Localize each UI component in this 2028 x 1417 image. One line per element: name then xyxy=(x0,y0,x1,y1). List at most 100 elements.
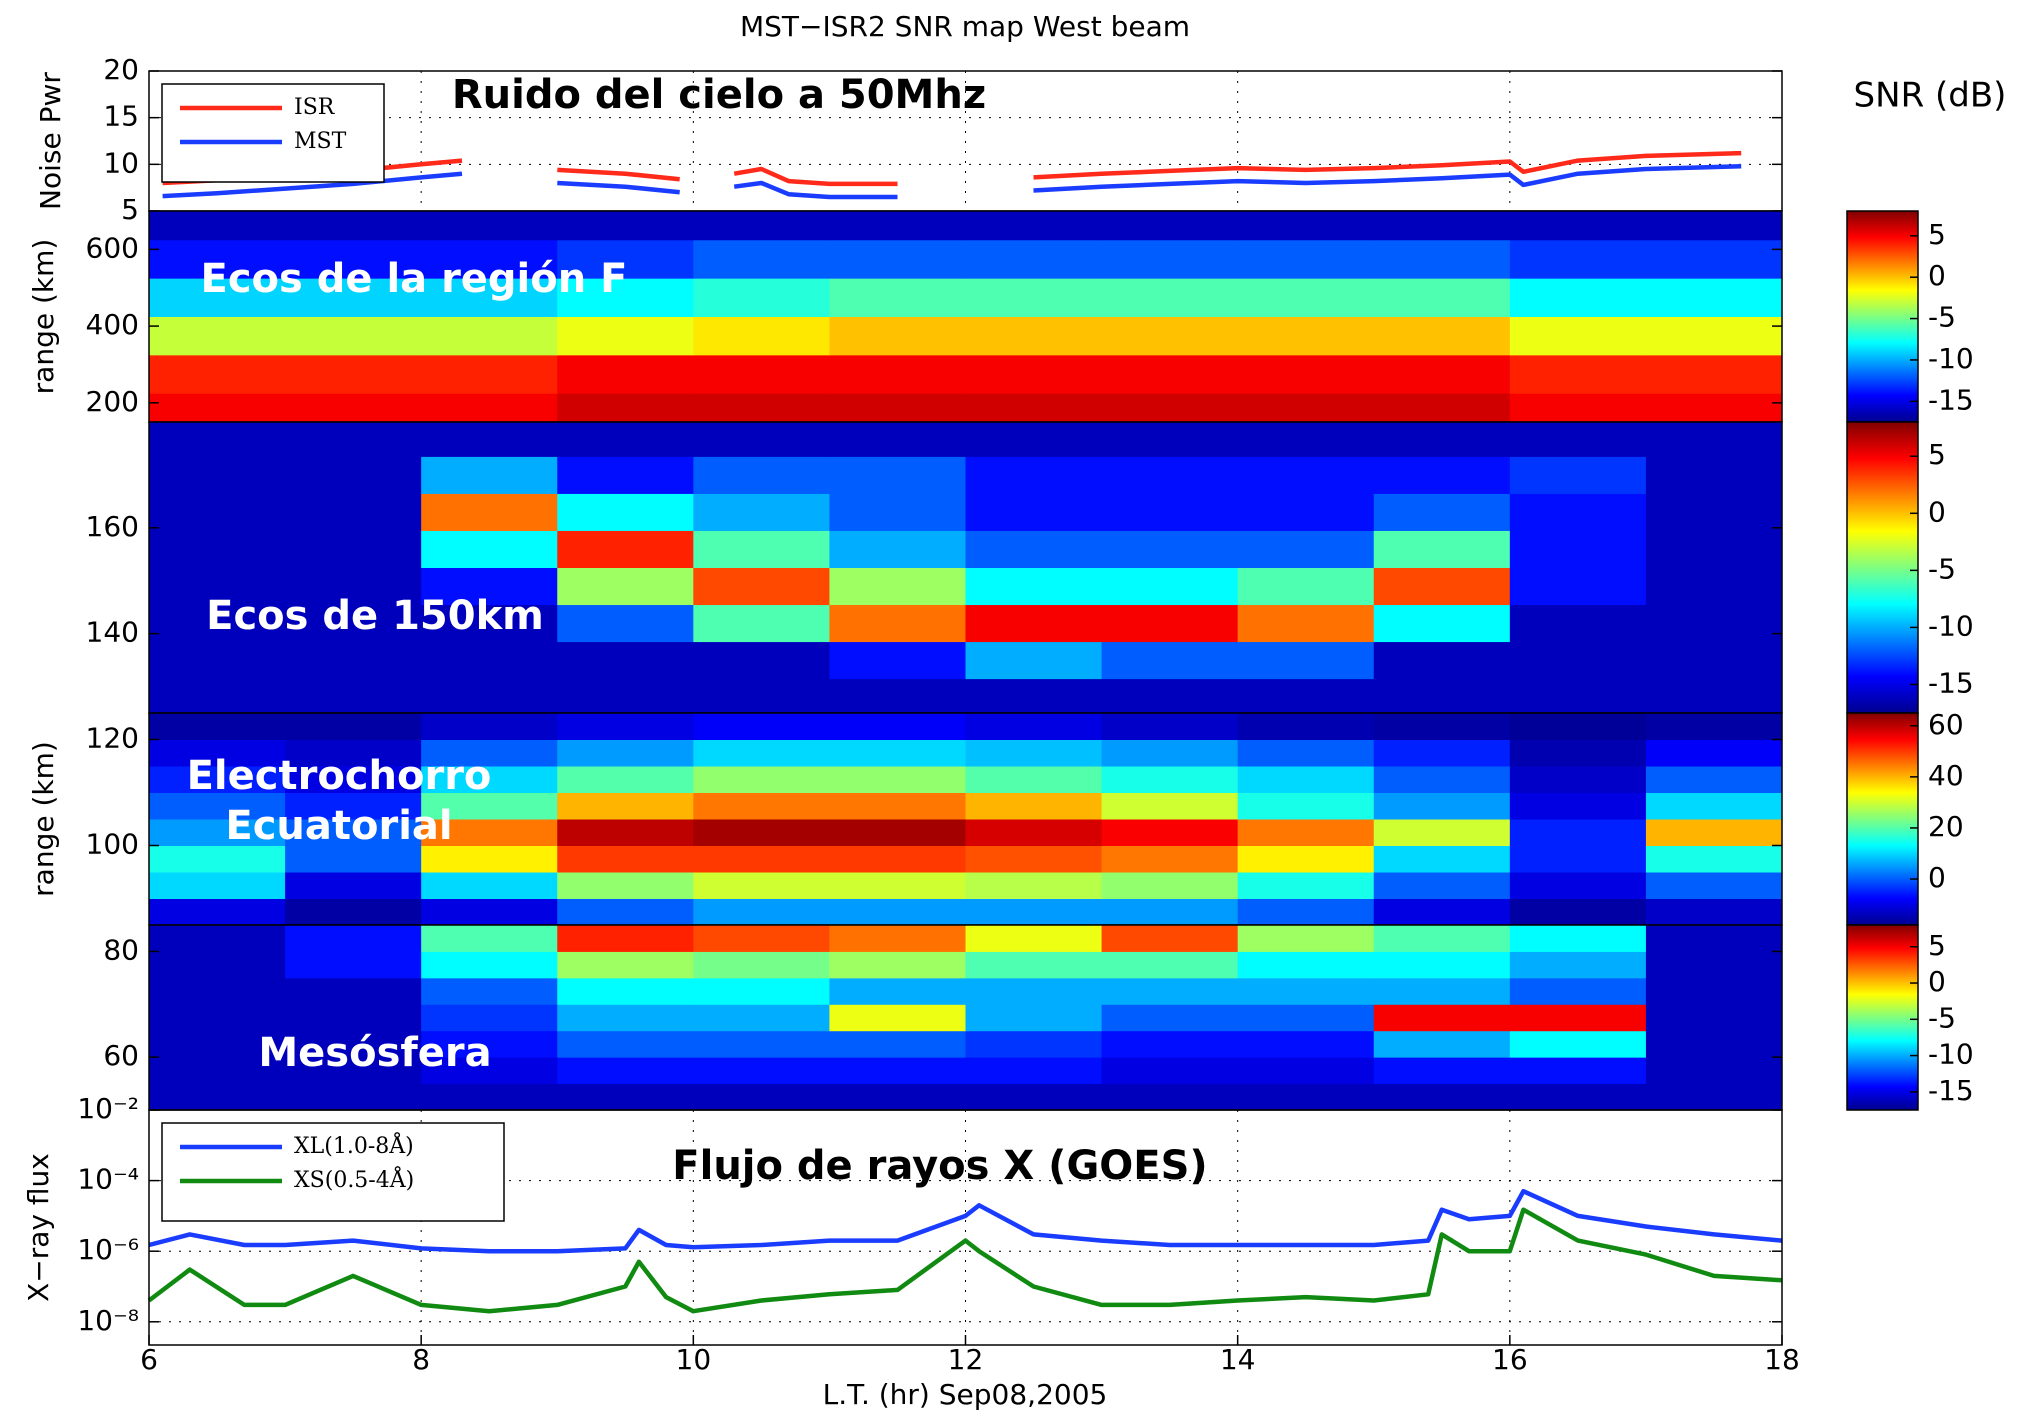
heatmap-cell xyxy=(421,679,558,717)
heatmap-cell xyxy=(1374,278,1511,317)
heatmap-cell xyxy=(1510,951,1647,978)
heatmap-cell xyxy=(1102,679,1239,717)
heatmap-cell xyxy=(1646,819,1783,846)
heatmap-cell xyxy=(1510,1031,1647,1058)
heatmap-cell xyxy=(1102,951,1239,978)
heatmap-cell xyxy=(1374,872,1511,899)
heatmap-cell xyxy=(557,493,694,531)
annotation: Mesósfera xyxy=(258,1030,491,1076)
heatmap-cell xyxy=(285,530,422,568)
heatmap-cell xyxy=(149,493,286,531)
heatmap-cell xyxy=(149,846,286,873)
heatmap-cell xyxy=(421,978,558,1005)
heatmap-cell xyxy=(557,1057,694,1084)
heatmap-cell xyxy=(1510,456,1647,494)
heatmap xyxy=(149,419,1783,716)
x-tick-label: 12 xyxy=(948,1343,984,1376)
heatmap-cell xyxy=(149,530,286,568)
heatmap-cell xyxy=(1238,740,1375,767)
heatmap-cell xyxy=(421,1004,558,1031)
heatmap-cell xyxy=(149,419,286,457)
heatmap-cell xyxy=(1102,1004,1239,1031)
heatmap-cell xyxy=(285,642,422,680)
heatmap-cell xyxy=(829,766,966,793)
heatmap-cell xyxy=(966,766,1103,793)
heatmap-cell xyxy=(285,419,422,457)
figure-title: MST−ISR2 SNR map West beam xyxy=(740,10,1190,43)
colorbar-tick-label: 5 xyxy=(1928,438,1946,471)
heatmap-cell xyxy=(1510,201,1647,240)
x-tick-label: 16 xyxy=(1492,1343,1528,1376)
y-axis-label: range (km) xyxy=(27,239,60,395)
heatmap-cell xyxy=(1646,713,1783,740)
heatmap-cell xyxy=(285,925,422,952)
heatmap-cell xyxy=(966,819,1103,846)
heatmap-cell xyxy=(829,793,966,820)
heatmap-cell xyxy=(966,355,1103,394)
heatmap-cell xyxy=(1646,925,1783,952)
heatmap xyxy=(149,925,1783,1111)
heatmap-cell xyxy=(693,355,830,394)
heatmap-cell xyxy=(149,642,286,680)
heatmap-cell xyxy=(557,605,694,643)
heatmap-cell xyxy=(829,419,966,457)
heatmap-cell xyxy=(693,872,830,899)
heatmap-cell xyxy=(285,713,422,740)
heatmap-cell xyxy=(1374,493,1511,531)
colorbar-tick-label: -15 xyxy=(1928,666,1974,699)
heatmap-cell xyxy=(557,872,694,899)
heatmap-cell xyxy=(966,925,1103,952)
heatmap-cell xyxy=(557,819,694,846)
heatmap-cell xyxy=(557,1031,694,1058)
heatmap-cell xyxy=(1646,240,1783,279)
heatmap-cell xyxy=(693,978,830,1005)
heatmap-cell xyxy=(1102,355,1239,394)
annotation: Ecuatorial xyxy=(225,803,452,849)
heatmap-cell xyxy=(829,355,966,394)
heatmap-cell xyxy=(1510,978,1647,1005)
heatmap-cell xyxy=(693,493,830,531)
heatmap-cell xyxy=(1238,642,1375,680)
heatmap-cell xyxy=(421,530,558,568)
heatmap-cell xyxy=(1646,419,1783,457)
heatmap-cell xyxy=(1102,419,1239,457)
annotation: Electrochorro xyxy=(187,753,492,799)
heatmap-cell xyxy=(557,355,694,394)
heatmap-cell xyxy=(1646,201,1783,240)
heatmap-cell xyxy=(421,642,558,680)
heatmap-cell xyxy=(1510,846,1647,873)
y-tick-label: 140 xyxy=(86,616,139,649)
heatmap-cell xyxy=(149,978,286,1005)
heatmap-cell xyxy=(1238,240,1375,279)
heatmap-cell xyxy=(966,530,1103,568)
heatmap-cell xyxy=(1374,419,1511,457)
heatmap-cell xyxy=(829,568,966,606)
heatmap-cell xyxy=(829,978,966,1005)
heatmap-cell xyxy=(829,872,966,899)
heatmap-cell xyxy=(149,925,286,952)
heatmap-cell xyxy=(285,872,422,899)
heatmap-cell xyxy=(1374,605,1511,643)
heatmap-cell xyxy=(1510,240,1647,279)
heatmap-cell xyxy=(1374,846,1511,873)
heatmap-cell xyxy=(1238,766,1375,793)
heatmap-cell xyxy=(829,493,966,531)
heatmap-cell xyxy=(966,278,1103,317)
heatmap-cell xyxy=(1374,793,1511,820)
heatmap-cell xyxy=(829,530,966,568)
heatmap-cell xyxy=(966,1057,1103,1084)
heatmap-cell xyxy=(1510,1084,1647,1111)
heatmap-cell xyxy=(1510,679,1647,717)
heatmap-cell xyxy=(285,951,422,978)
heatmap-cell xyxy=(829,642,966,680)
heatmap-cell xyxy=(693,605,830,643)
heatmap-cell xyxy=(1374,1004,1511,1031)
heatmap-cell xyxy=(966,899,1103,926)
heatmap-cell xyxy=(1238,1057,1375,1084)
heatmap-cell xyxy=(421,899,558,926)
heatmap-cell xyxy=(1646,278,1783,317)
heatmap-cell xyxy=(1238,793,1375,820)
heatmap-cell xyxy=(1646,1004,1783,1031)
heatmap-cell xyxy=(1374,1031,1511,1058)
heatmap-cell xyxy=(829,1084,966,1111)
